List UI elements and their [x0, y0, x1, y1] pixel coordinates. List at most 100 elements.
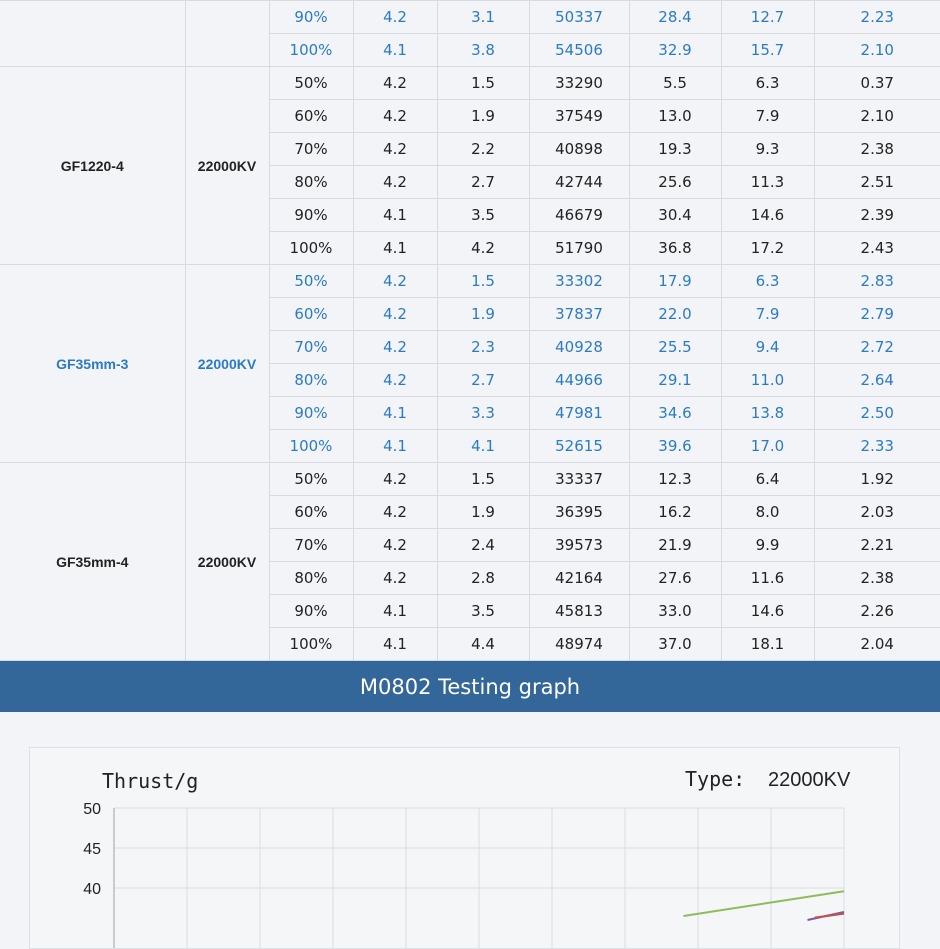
table-cell: 2.21 [813, 528, 940, 562]
table-cell: 33337 [528, 462, 630, 496]
table-cell: 70% [268, 132, 354, 166]
table-cell: 42744 [528, 165, 630, 199]
model-cell: GF1220-4 [0, 66, 186, 265]
table-row: 80% 4.2 2.8 42164 27.6 11.6 2.38 [0, 561, 940, 595]
table-cell: 25.6 [628, 165, 722, 199]
table-cell: 3.5 [436, 198, 530, 232]
table-cell: 15.7 [720, 33, 815, 67]
table-cell: 37549 [528, 99, 630, 133]
table-cell: 2.43 [813, 231, 940, 265]
table-cell: 21.9 [628, 528, 722, 562]
kv-cell: 22000KV [184, 264, 270, 463]
table-cell: 4.2 [352, 0, 438, 34]
table-cell: 11.6 [720, 561, 815, 595]
table-cell: 80% [268, 165, 354, 199]
table-cell: 60% [268, 99, 354, 133]
table-cell: 4.2 [352, 297, 438, 331]
table-cell: 2.33 [813, 429, 940, 463]
table-cell: 12.3 [628, 462, 722, 496]
table-cell: 80% [268, 363, 354, 397]
table-cell: 60% [268, 495, 354, 529]
table-cell: 2.7 [436, 165, 530, 199]
chart-grid: 50 45 40 [83, 801, 845, 948]
table-cell: 70% [268, 528, 354, 562]
table-cell: 3.5 [436, 594, 530, 628]
table-cell: 2.23 [813, 0, 940, 34]
table-cell: 1.9 [436, 99, 530, 133]
table-cell: 4.2 [436, 231, 530, 265]
table-cell: 2.10 [813, 33, 940, 67]
table-cell: 4.2 [352, 99, 438, 133]
table-row: 60% 4.2 1.9 36395 16.2 8.0 2.03 [0, 495, 940, 529]
table-cell: 4.1 [352, 231, 438, 265]
table-cell: 2.3 [436, 330, 530, 364]
table-cell: 14.6 [720, 594, 815, 628]
table-cell: 39573 [528, 528, 630, 562]
table-cell: 3.1 [436, 0, 530, 34]
table-cell: 36395 [528, 495, 630, 529]
table-cell: 32.9 [628, 33, 722, 67]
table-cell: 2.38 [813, 561, 940, 595]
table-cell: 16.2 [628, 495, 722, 529]
table-cell: 50% [268, 462, 354, 496]
table-cell: 1.5 [436, 462, 530, 496]
table-cell: 14.6 [720, 198, 815, 232]
table-cell: 13.0 [628, 99, 722, 133]
thrust-chart: Thrust/g Type: 22000KV 50 45 40 [83, 767, 851, 948]
table-cell: 2.72 [813, 330, 940, 364]
table-cell: 51790 [528, 231, 630, 265]
table-cell: 37837 [528, 297, 630, 331]
table-cell: 90% [268, 198, 354, 232]
table-row: 60% 4.2 1.9 37549 13.0 7.9 2.10 [0, 99, 940, 133]
table-cell: 4.2 [352, 462, 438, 496]
series-line-0 [683, 890, 845, 917]
table-cell: 22.0 [628, 297, 722, 331]
table-cell: 3.8 [436, 33, 530, 67]
table-cell: 4.1 [352, 33, 438, 67]
table-cell: 4.2 [352, 561, 438, 595]
table-cell: 2.4 [436, 528, 530, 562]
table-row: 90% 4.2 3.1 50337 28.4 12.7 2.23 [0, 0, 940, 67]
model-cell [0, 0, 186, 67]
table-cell: 4.1 [352, 594, 438, 628]
y-tick-label: 40 [83, 881, 101, 898]
table-cell: 25.5 [628, 330, 722, 364]
graph-card: Thrust/g Type: 22000KV 50 45 40 [29, 747, 900, 949]
model-cell: GF35mm-4 [0, 462, 186, 661]
table-cell: 44966 [528, 363, 630, 397]
table-cell: 2.51 [813, 165, 940, 199]
table-cell: 40898 [528, 132, 630, 166]
table-cell: 4.2 [352, 528, 438, 562]
table-cell: 3.3 [436, 396, 530, 430]
table-cell: 100% [268, 627, 354, 661]
table-cell: 4.1 [352, 198, 438, 232]
table-cell: 4.2 [352, 264, 438, 298]
kv-cell: 22000KV [184, 462, 270, 661]
table-cell: 70% [268, 330, 354, 364]
table-cell: 2.64 [813, 363, 940, 397]
model-cell: GF35mm-3 [0, 264, 186, 463]
table-cell: 4.1 [352, 429, 438, 463]
table-cell: 5.5 [628, 66, 722, 100]
table-cell: 100% [268, 429, 354, 463]
table-cell: 100% [268, 33, 354, 67]
table-cell: 4.2 [352, 330, 438, 364]
table-cell: 13.8 [720, 396, 815, 430]
table-cell: 2.83 [813, 264, 940, 298]
table-cell: 6.3 [720, 66, 815, 100]
table-cell: 1.5 [436, 264, 530, 298]
table-row: GF1220-4 22000KV 50% 4.2 1.5 33290 5.5 6.3 0.37 [0, 66, 940, 265]
graph-area: Thrust/g Type: 22000KV 50 45 40 [0, 712, 940, 949]
table-cell: 33290 [528, 66, 630, 100]
table-cell: 1.92 [813, 462, 940, 496]
table-cell: 2.04 [813, 627, 940, 661]
table-row: GF35mm-4 22000KV 50% 4.2 1.5 33337 12.3 6.4 1.92 [0, 462, 940, 661]
section-banner: M0802 Testing graph [0, 661, 940, 712]
table-cell: 2.7 [436, 363, 530, 397]
table-cell: 17.0 [720, 429, 815, 463]
table-cell: 4.2 [352, 363, 438, 397]
table-row: 100% 4.1 3.8 54506 32.9 15.7 2.10 [0, 33, 940, 67]
chart-ylabel: Thrust/g [102, 769, 198, 793]
table-cell: 19.3 [628, 132, 722, 166]
table-cell: 12.7 [720, 0, 815, 34]
